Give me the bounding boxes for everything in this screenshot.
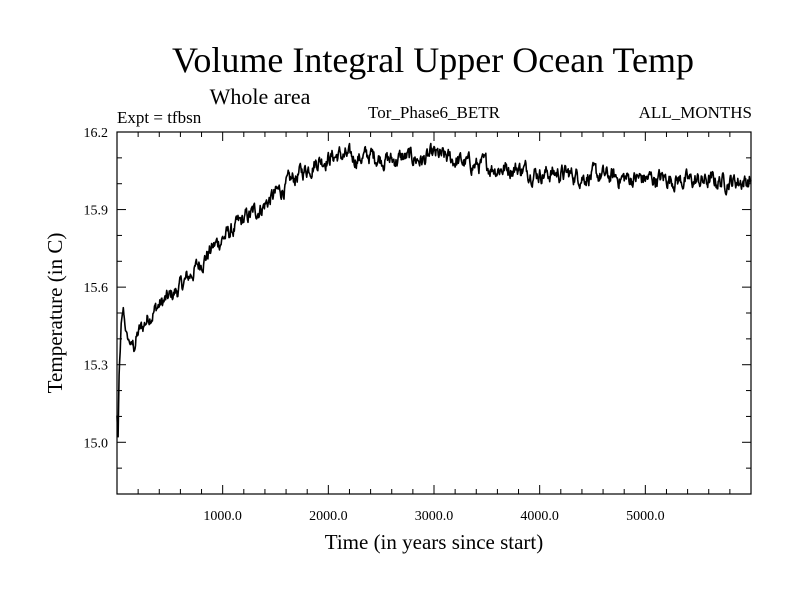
y-tick-label: 15.9 — [84, 204, 109, 219]
experiment-label: Expt = tfbsn — [117, 108, 202, 127]
y-tick-label: 16.2 — [84, 126, 109, 141]
run-label: Tor_Phase6_BETR — [368, 103, 501, 122]
y-tick-label: 15.0 — [84, 436, 109, 451]
x-tick-label: 1000.0 — [203, 509, 242, 524]
x-axis-label: Time (in years since start) — [325, 530, 544, 554]
x-tick-label: 3000.0 — [415, 509, 454, 524]
chart-title: Volume Integral Upper Ocean Temp — [172, 40, 694, 80]
y-axis-label: Temperature (in C) — [43, 233, 67, 394]
period-label: ALL_MONTHS — [639, 103, 752, 122]
plot-frame — [116, 131, 752, 495]
axis-ticks — [117, 132, 751, 494]
temperature-series-line — [116, 142, 752, 438]
x-tick-label: 2000.0 — [309, 509, 348, 524]
y-tick-labels: 15.0 15.3 15.6 15.9 16.2 — [84, 126, 109, 451]
chart-subtitle: Whole area — [210, 84, 311, 109]
y-tick-label: 15.6 — [84, 281, 109, 296]
x-tick-label: 4000.0 — [520, 509, 559, 524]
x-tick-label: 5000.0 — [626, 509, 665, 524]
x-tick-labels: 1000.0 2000.0 3000.0 4000.0 5000.0 — [203, 509, 664, 524]
y-tick-label: 15.3 — [84, 359, 109, 374]
